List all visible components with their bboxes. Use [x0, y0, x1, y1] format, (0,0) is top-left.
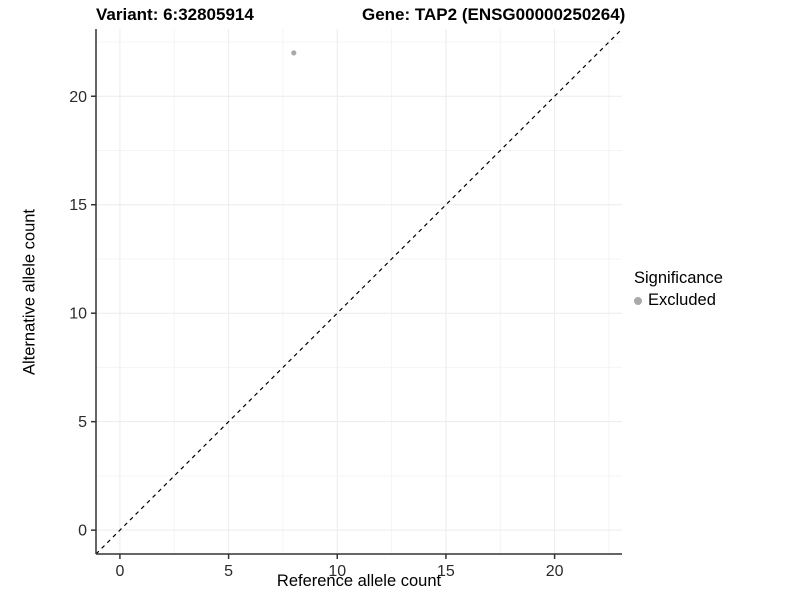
identity-reference-line	[95, 28, 623, 555]
legend-item-excluded: Excluded	[634, 291, 723, 310]
legend: Significance Excluded	[634, 269, 723, 310]
data-point	[291, 50, 297, 56]
x-tick-label: 5	[224, 563, 233, 580]
x-tick-label: 10	[328, 563, 346, 580]
y-tick-label: 10	[69, 306, 87, 323]
x-axis-title: Reference allele count	[276, 572, 442, 590]
y-tick-label: 15	[69, 197, 87, 214]
y-tick-label: 0	[78, 523, 87, 540]
legend-item-label: Excluded	[648, 291, 716, 309]
x-tick-label: 20	[546, 563, 564, 580]
x-tick-label: 15	[437, 563, 455, 580]
y-tick-label: 20	[69, 89, 87, 106]
variant-title: Variant: 6:32805914	[96, 5, 254, 24]
x-tick-label: 0	[115, 563, 124, 580]
legend-point-swatch	[634, 296, 642, 305]
y-axis-title: Alternative allele count	[20, 208, 39, 376]
y-tick-label: 5	[78, 414, 87, 431]
legend-title: Significance	[634, 269, 723, 287]
gene-title: Gene: TAP2 (ENSG00000250264)	[362, 5, 626, 24]
